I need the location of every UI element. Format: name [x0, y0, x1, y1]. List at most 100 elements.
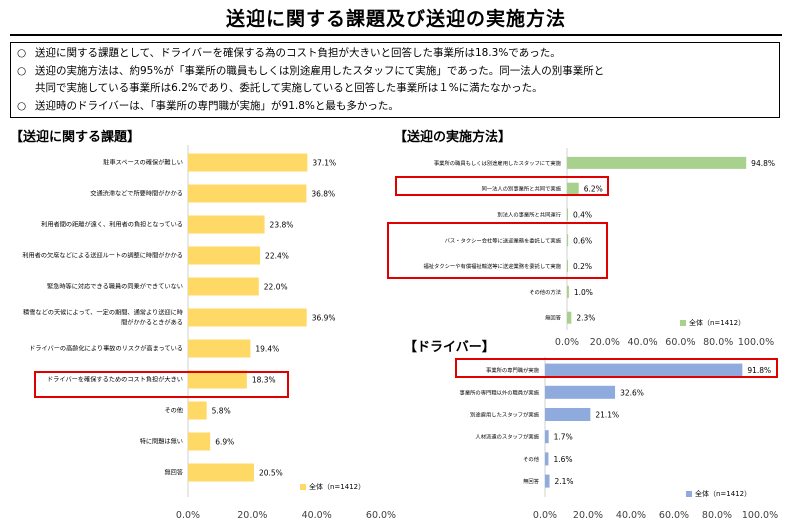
issues-value-label: 5.8%	[212, 407, 231, 416]
issues-category-label: 無回答	[164, 469, 183, 477]
drivers-tick-label: 40.0%	[616, 510, 646, 521]
issues-tick-label: 0.0%	[176, 510, 200, 521]
drivers-tick-label: 0.0%	[533, 510, 557, 521]
bullet-icon: ○	[17, 47, 27, 59]
methods-chart-title: 【送迎の実施方法】	[394, 130, 512, 145]
legend-swatch	[680, 320, 686, 326]
issues-tick-label: 60.0%	[366, 510, 396, 521]
drivers-value-label: 21.1%	[595, 411, 619, 420]
methods-bar	[567, 311, 572, 324]
methods-value-label: 94.8%	[751, 159, 775, 168]
issues-category-label: ドライバーの高齢化により事故のリスクが高まっている	[29, 345, 183, 353]
methods-value-label: 1.0%	[574, 288, 593, 297]
issues-value-label: 37.1%	[312, 159, 336, 168]
issues-value-label: 22.0%	[264, 283, 288, 292]
drivers-tick-label: 80.0%	[702, 510, 732, 521]
issues-value-label: 20.5%	[259, 469, 283, 478]
legend-label: 全体（n=1412）	[695, 490, 752, 498]
issues-bar	[188, 401, 207, 420]
issues-tick-label: 20.0%	[237, 510, 267, 521]
drivers-tick-label: 20.0%	[573, 510, 603, 521]
issues-category-label: 交通渋滞などで所要時間がかかる	[90, 190, 183, 198]
methods-tick-label: 0.0%	[555, 337, 579, 348]
issues-category-label: 利用者の欠席などによる送迎ルートの調整に時間がかかる	[22, 252, 183, 260]
drivers-category-label: 無回答	[523, 477, 540, 485]
drivers-legend: 全体（n=1412）	[686, 489, 751, 499]
methods-category-label: 無回答	[545, 314, 562, 322]
issues-bar	[188, 153, 308, 172]
issues-value-label: 19.4%	[255, 345, 279, 354]
drivers-value-label: 32.6%	[620, 388, 644, 397]
drivers-value-label: 1.6%	[553, 455, 572, 464]
issues-chart-title: 【送迎に関する課題】	[10, 130, 141, 145]
legend-swatch	[300, 484, 306, 490]
issues-highlight-box	[34, 371, 289, 398]
page-title: 送迎に関する課題及び送迎の実施方法	[225, 8, 566, 30]
methods-category-label: 事業所の職員もしくは別途雇用したスタッフにて実施	[434, 159, 562, 167]
methods-bar	[567, 208, 568, 221]
methods-tick-label: 100.0%	[738, 337, 774, 348]
issues-category-label: その他	[164, 407, 183, 415]
drivers-category-label: その他	[523, 455, 540, 463]
issues-value-label: 22.4%	[265, 252, 289, 261]
methods-tick-label: 60.0%	[665, 337, 695, 348]
issues-bar	[188, 432, 211, 451]
issues-bar	[188, 463, 254, 482]
drivers-tick-label: 60.0%	[659, 510, 689, 521]
issues-bar	[188, 246, 261, 265]
summary-line: 共同で実施している事業所は6.2%であり、委託して実施していると回答した事業所は…	[17, 80, 773, 98]
methods-legend: 全体（n=1412）	[680, 318, 745, 328]
methods-category-label: その他の方法	[529, 288, 561, 296]
bullet-icon: ○	[17, 99, 27, 112]
issues-bar	[188, 184, 307, 203]
drivers-bar	[545, 452, 549, 466]
summary-line: ○ 送迎の実施方法は、約95%が「事業所の職員もしくは別途雇用したスタッフにて実施…	[17, 63, 773, 81]
methods-highlight-box-2	[387, 222, 608, 279]
drivers-bar	[545, 385, 616, 399]
drivers-category-label: 別途雇用したスタッフが実施	[470, 411, 540, 419]
drivers-bar	[545, 408, 591, 421]
methods-value-label: 0.4%	[573, 211, 592, 220]
summary-text: 送迎に関する課題として、ドライバーを確保する為のコスト負担が大きいと回答した事業…	[35, 47, 561, 59]
drivers-tick-label: 100.0%	[742, 510, 778, 521]
issues-category-label: 間がかかるときがある	[121, 319, 183, 327]
drivers-category-label: 事業所の専門職以外の職員が実施	[460, 388, 540, 396]
drivers-bar	[545, 430, 549, 444]
issues-category-label: 利用者間の距離が遠く、利用者の負担となっている	[41, 221, 183, 229]
methods-bar	[567, 156, 747, 169]
issues-value-label: 36.8%	[311, 190, 335, 199]
legend-label: 全体（n=1412）	[309, 483, 366, 491]
issues-bar	[188, 277, 259, 296]
issues-category-label: 積雪などの天候によって、一定の期間、通常より送迎に時	[23, 308, 183, 316]
drivers-category-label: 人材派遣のスタッフが実施	[475, 433, 539, 441]
summary-text: 共同で実施している事業所は6.2%であり、委託して実施していると回答した事業所は…	[35, 82, 543, 94]
drivers-highlight-box	[455, 358, 778, 378]
issues-value-label: 36.9%	[312, 314, 336, 323]
summary-line: ○ 送迎に関する課題として、ドライバーを確保する為のコスト負担が大きいと回答した事…	[17, 45, 773, 63]
legend-label: 全体（n=1412）	[689, 319, 746, 327]
drivers-value-label: 2.1%	[555, 477, 574, 486]
summary-text: 送迎の実施方法は、約95%が「事業所の職員もしくは別途雇用したスタッフにて実施」…	[35, 64, 605, 77]
drivers-bar	[545, 474, 550, 488]
issues-category-label: 特に問題は無い	[140, 438, 183, 446]
summary-text: 送迎時のドライバーは、「事業所の専門職が実施」が91.8%と最も多かった。	[35, 99, 399, 112]
issues-bar	[188, 215, 265, 234]
legend-swatch	[686, 491, 692, 497]
methods-tick-label: 80.0%	[703, 337, 733, 348]
bullet-icon: ○	[17, 64, 27, 77]
issues-category-label: 緊急時等に対応できる職員の同乗ができていない	[47, 283, 183, 291]
issues-tick-label: 40.0%	[302, 510, 332, 521]
issues-category-label: 駐車スペースの確保が難しい	[103, 159, 183, 167]
issues-value-label: 6.9%	[215, 438, 234, 447]
drivers-value-label: 1.7%	[554, 433, 573, 442]
methods-tick-label: 40.0%	[628, 337, 658, 348]
methods-highlight-box-1	[395, 176, 609, 196]
methods-tick-label: 20.0%	[590, 337, 620, 348]
methods-category-label: 別法人の事業所と共同運行	[497, 211, 561, 219]
issues-value-label: 23.8%	[270, 221, 294, 230]
summary-line: ○ 送迎時のドライバーは、「事業所の専門職が実施」が91.8%と最も多かった。	[17, 98, 773, 116]
summary-box: ○ 送迎に関する課題として、ドライバーを確保する為のコスト負担が大きいと回答した事…	[10, 42, 780, 118]
methods-bar	[567, 285, 569, 298]
issues-bar	[188, 339, 251, 358]
issues-legend: 全体（n=1412）	[300, 482, 365, 492]
